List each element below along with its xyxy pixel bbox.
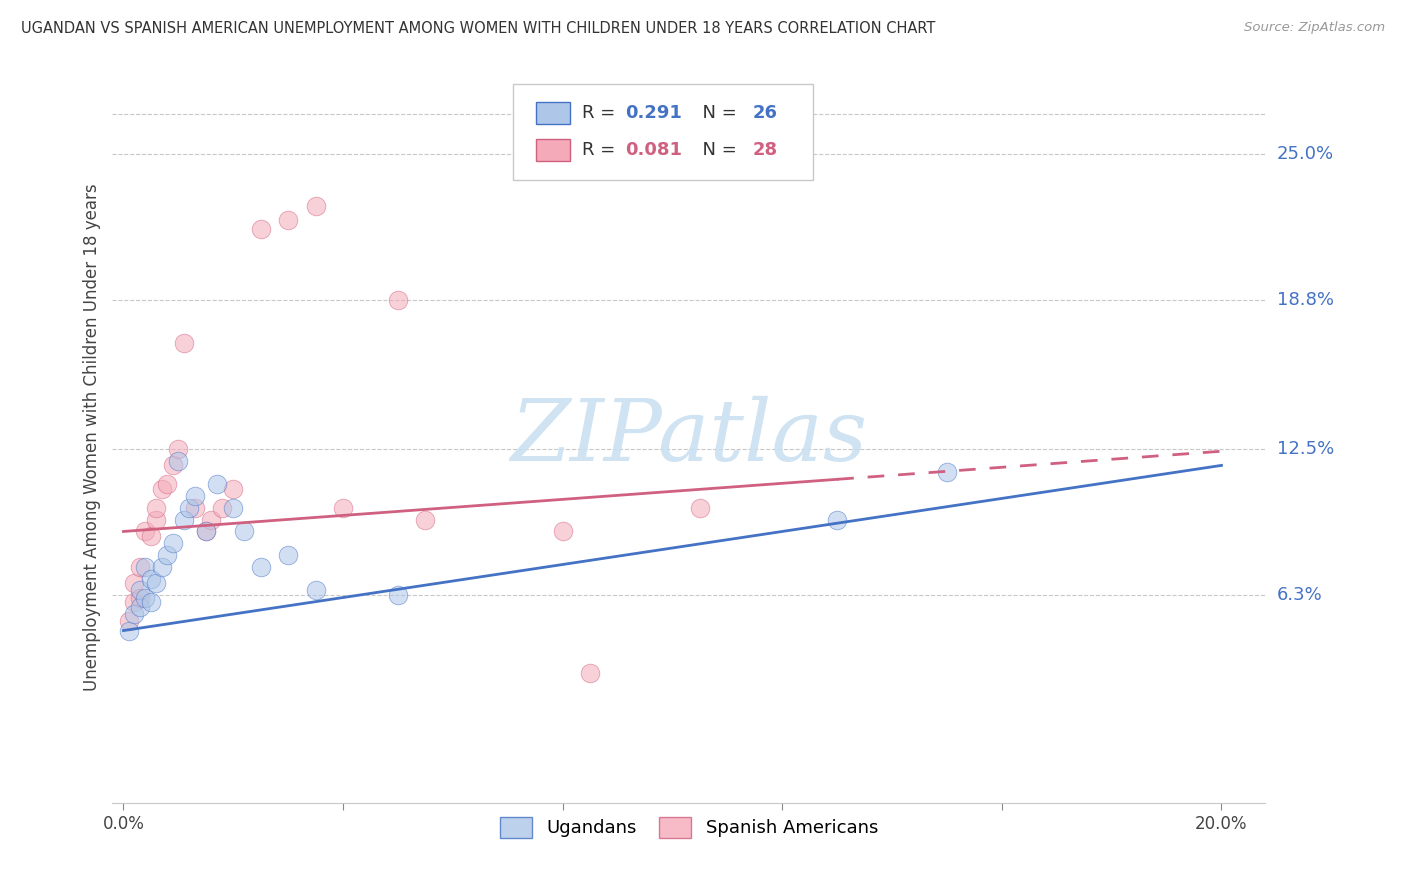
Point — [936, 466, 959, 480]
Point — [124, 607, 146, 621]
Point — [134, 524, 156, 539]
Point — [211, 500, 233, 515]
Point — [162, 458, 184, 473]
Point — [167, 453, 190, 467]
Point — [173, 513, 195, 527]
Point — [129, 559, 152, 574]
FancyBboxPatch shape — [536, 138, 571, 161]
Point — [277, 213, 299, 227]
Text: ZIPatlas: ZIPatlas — [510, 396, 868, 478]
Text: Source: ZipAtlas.com: Source: ZipAtlas.com — [1244, 21, 1385, 35]
Text: 25.0%: 25.0% — [1277, 145, 1334, 163]
Point — [150, 482, 173, 496]
Point — [184, 489, 207, 503]
Point — [118, 614, 141, 628]
Text: 0.081: 0.081 — [626, 141, 682, 159]
Point — [134, 591, 156, 605]
Point — [551, 524, 574, 539]
Point — [205, 477, 228, 491]
Point — [184, 500, 207, 515]
Point — [156, 548, 179, 562]
FancyBboxPatch shape — [513, 84, 814, 179]
Point — [387, 588, 409, 602]
Text: 28: 28 — [752, 141, 778, 159]
Point — [222, 482, 245, 496]
Point — [277, 548, 299, 562]
Point — [145, 513, 167, 527]
Text: 12.5%: 12.5% — [1277, 440, 1334, 458]
Point — [194, 524, 217, 539]
Point — [129, 583, 152, 598]
Point — [304, 583, 326, 598]
Text: 6.3%: 6.3% — [1277, 586, 1322, 604]
Point — [387, 293, 409, 308]
Point — [145, 500, 167, 515]
Text: 26: 26 — [752, 104, 778, 122]
Point — [129, 599, 152, 614]
Point — [167, 442, 190, 456]
Point — [150, 559, 173, 574]
Legend: Ugandans, Spanish Americans: Ugandans, Spanish Americans — [492, 810, 886, 845]
Text: R =: R = — [582, 104, 620, 122]
Point — [249, 222, 271, 236]
Point — [222, 500, 245, 515]
Point — [200, 513, 222, 527]
Text: R =: R = — [582, 141, 620, 159]
Text: 0.291: 0.291 — [626, 104, 682, 122]
Point — [579, 666, 602, 681]
Text: 18.8%: 18.8% — [1277, 291, 1333, 310]
Point — [156, 477, 179, 491]
Point — [162, 536, 184, 550]
Point — [145, 576, 167, 591]
Point — [124, 595, 146, 609]
Text: UGANDAN VS SPANISH AMERICAN UNEMPLOYMENT AMONG WOMEN WITH CHILDREN UNDER 18 YEAR: UGANDAN VS SPANISH AMERICAN UNEMPLOYMENT… — [21, 21, 935, 37]
Point — [139, 529, 162, 543]
Point — [124, 576, 146, 591]
Point — [139, 595, 162, 609]
Point — [689, 500, 711, 515]
Point — [415, 513, 437, 527]
Point — [233, 524, 256, 539]
Point — [249, 559, 271, 574]
Point — [825, 513, 848, 527]
Point — [173, 335, 195, 350]
Point — [332, 500, 354, 515]
Point — [179, 500, 201, 515]
Y-axis label: Unemployment Among Women with Children Under 18 years: Unemployment Among Women with Children U… — [83, 183, 101, 691]
Point — [118, 624, 141, 638]
Point — [134, 559, 156, 574]
Point — [139, 572, 162, 586]
Point — [194, 524, 217, 539]
Text: N =: N = — [692, 141, 742, 159]
Text: N =: N = — [692, 104, 742, 122]
FancyBboxPatch shape — [536, 102, 571, 124]
Point — [304, 199, 326, 213]
Point — [129, 591, 152, 605]
